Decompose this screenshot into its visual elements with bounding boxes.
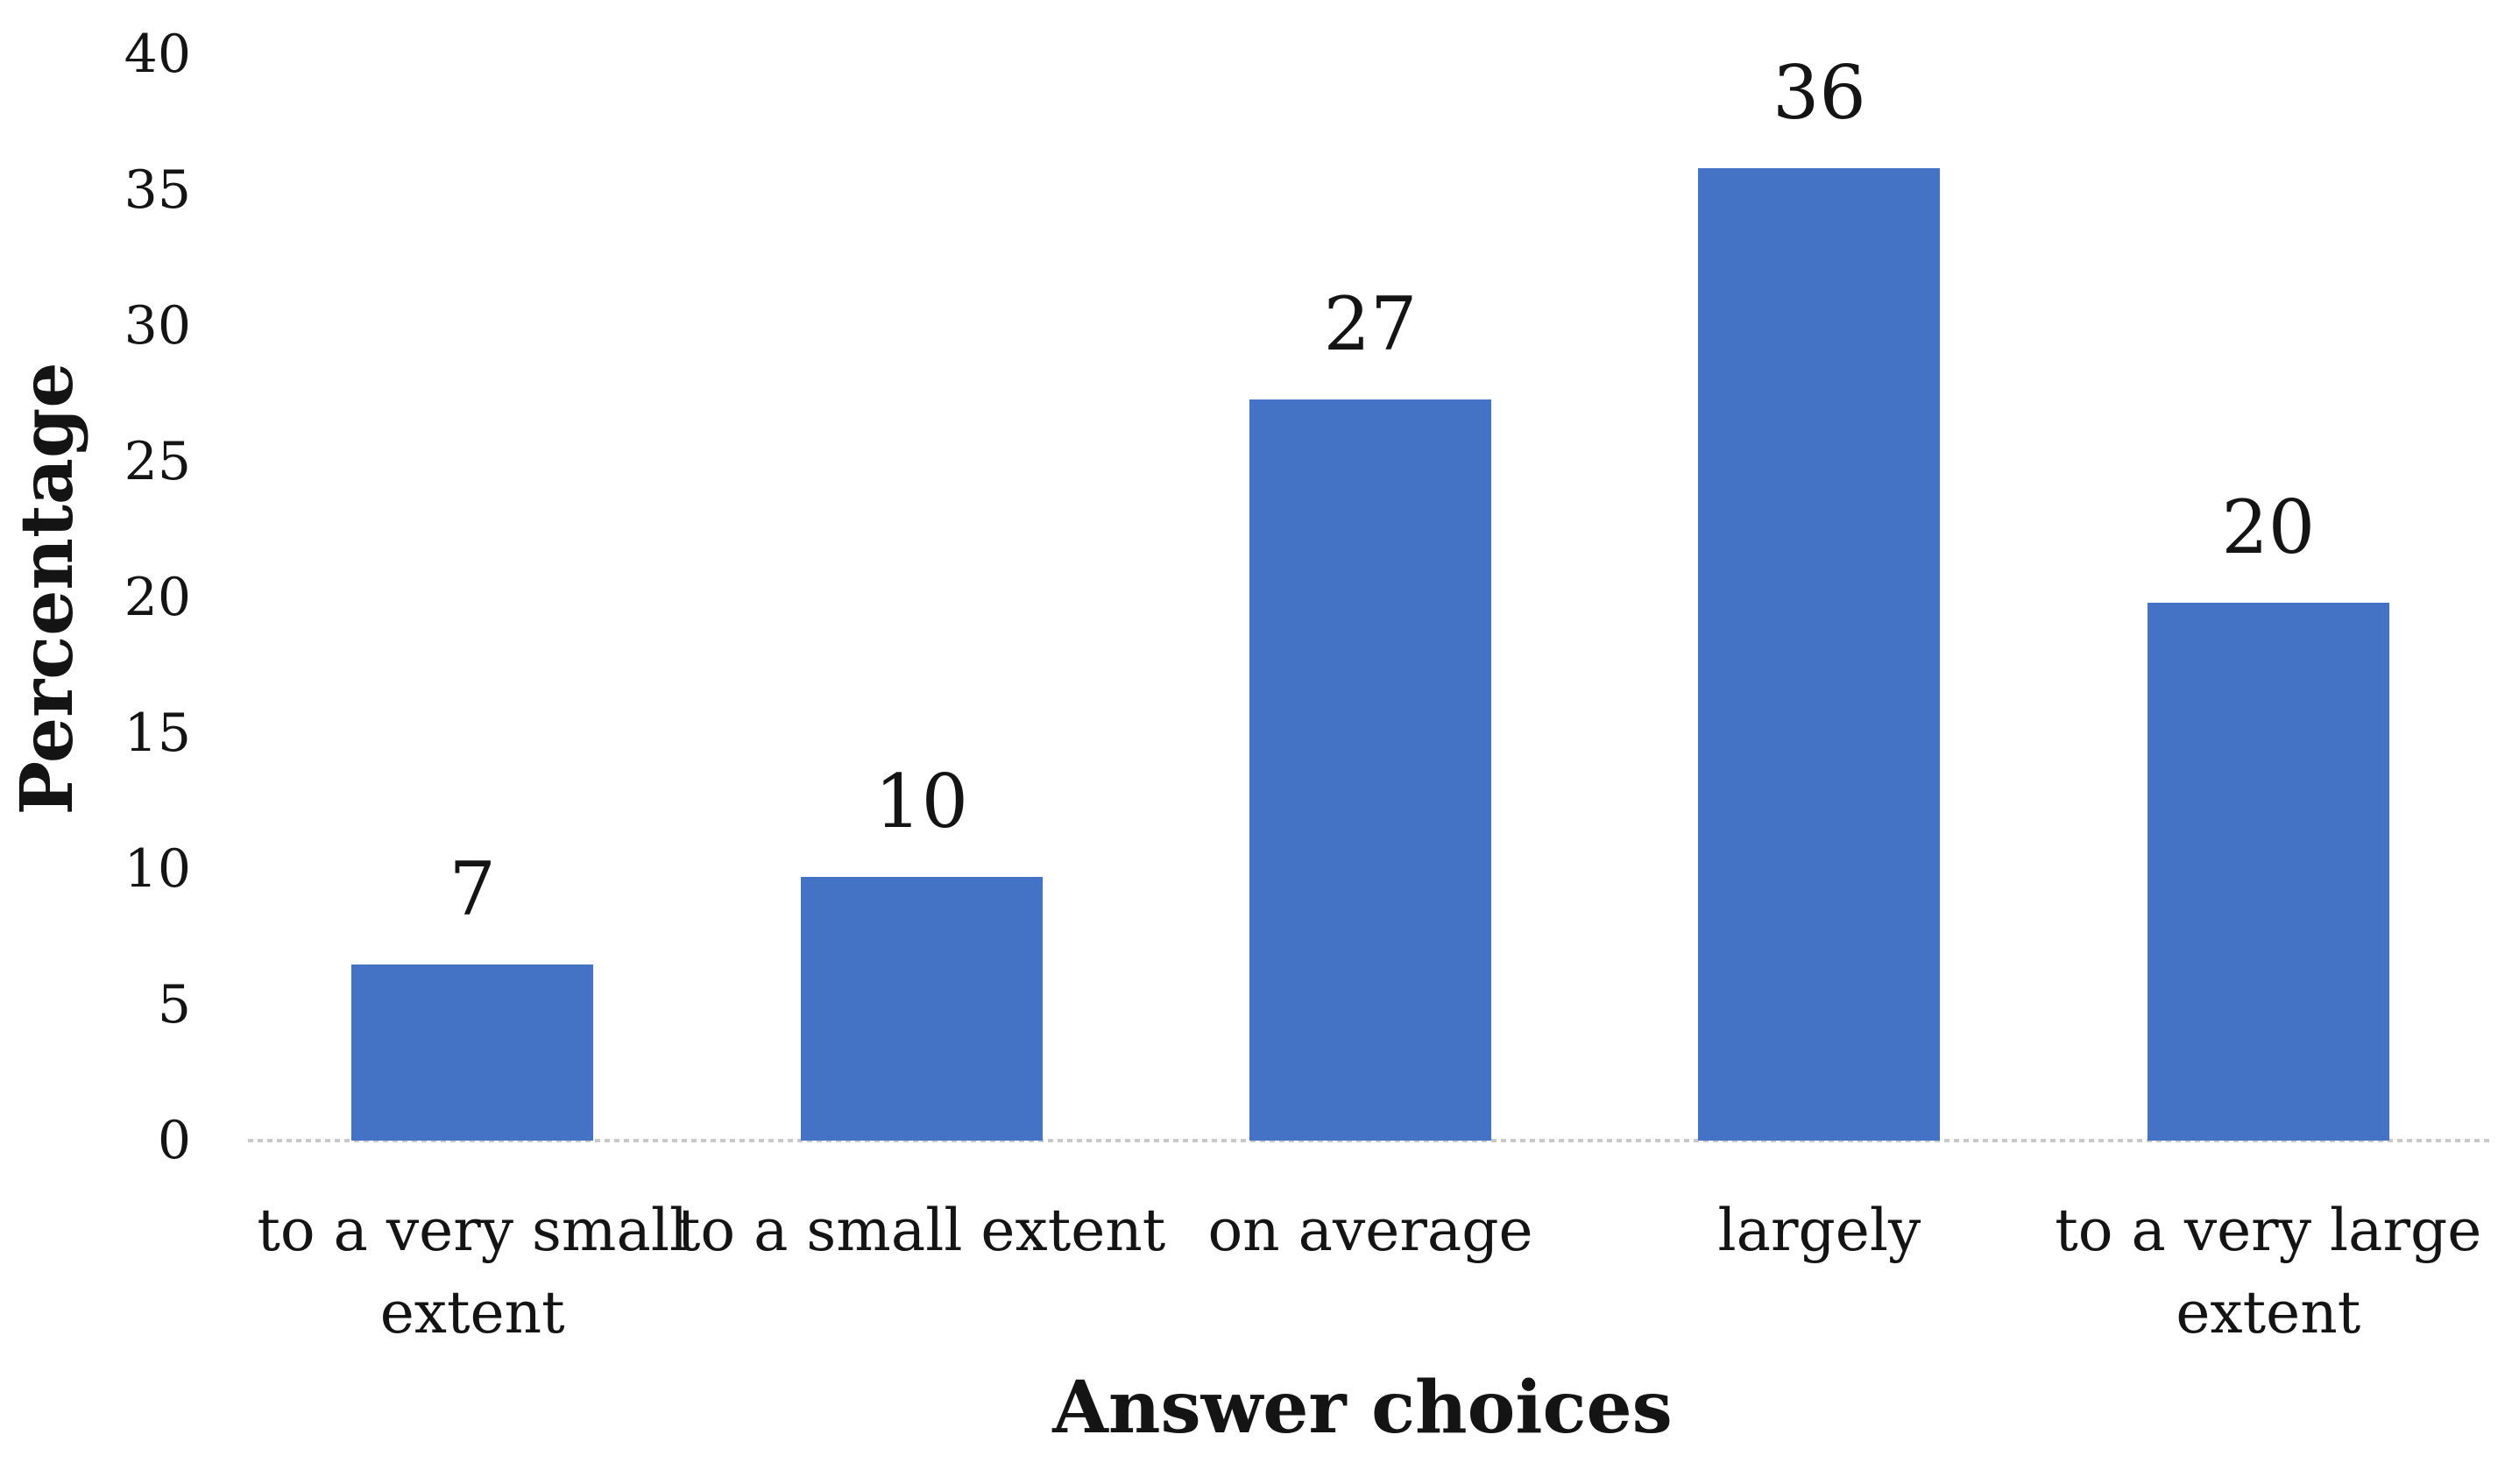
bar: [2147, 603, 2389, 1141]
y-tick-label: 35: [124, 159, 191, 221]
bar-value-label: 10: [874, 759, 969, 845]
category-label: to a very large extent: [2055, 1197, 2482, 1346]
bar: [800, 877, 1043, 1141]
y-tick-label: 25: [124, 431, 191, 492]
y-tick-label: 10: [124, 838, 191, 900]
category-label: to a small extent: [676, 1197, 1166, 1264]
category-label: on average: [1207, 1197, 1533, 1264]
bar-value-label: 36: [1772, 50, 1866, 137]
category-label: to a very small extent: [257, 1197, 689, 1346]
y-tick-label: 0: [157, 1110, 191, 1171]
bar-value-label: 20: [2221, 484, 2316, 571]
y-tick-label: 20: [124, 567, 191, 628]
bar-value-label: 7: [449, 845, 496, 932]
y-tick-label: 5: [157, 974, 191, 1035]
x-axis-baseline: [248, 1139, 2493, 1142]
bar: [351, 964, 594, 1141]
bar: [1249, 399, 1491, 1141]
x-axis-title: Answer choices: [1052, 1366, 1673, 1450]
category-label: largely: [1717, 1197, 1921, 1264]
bar: [1698, 168, 1941, 1141]
bar-value-label: 27: [1323, 280, 1418, 367]
y-tick-label: 30: [124, 295, 191, 357]
y-tick-label: 40: [124, 24, 191, 85]
y-tick-label: 15: [124, 703, 191, 764]
